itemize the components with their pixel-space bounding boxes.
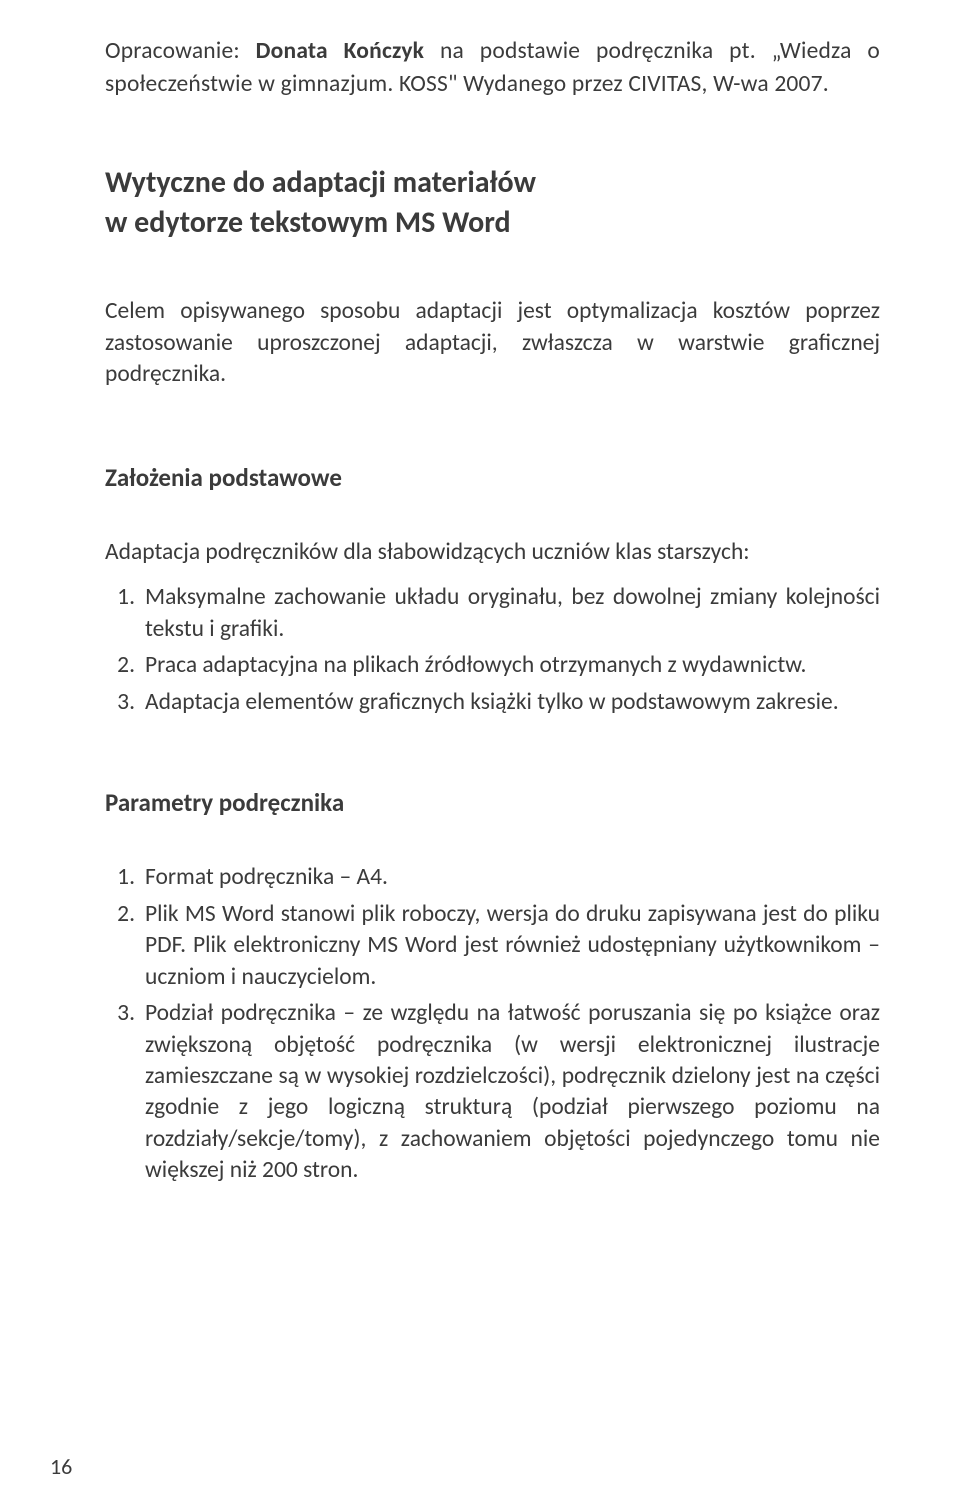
section-heading-parametry: Parametry podręcznika [105,786,880,820]
title-line-2: w edytorze tekstowym MS Word [105,204,511,241]
section1-list: Maksymalne zachowanie układu oryginału, … [105,582,880,718]
opracowanie-credit: Opracowanie: Donata Kończyk na podstawie… [105,35,880,101]
document-title: Wytyczne do adaptacji materiałów w edyto… [105,163,880,244]
section2-list: Format podręcznika – A4. Plik MS Word st… [105,862,880,1187]
list-item: Maksymalne zachowanie układu oryginału, … [105,582,880,645]
title-line-1: Wytyczne do adaptacji materiałów [105,164,536,201]
credit-prefix: Opracowanie: [105,37,256,65]
list-item: Podział podręcznika – ze względu na łatw… [105,998,880,1187]
list-item: Plik MS Word stanowi plik roboczy, wersj… [105,899,880,993]
section1-lead: Adaptacja podręczników dla słabowidzącyc… [105,537,880,569]
list-item: Format podręcznika – A4. [105,862,880,893]
page-number: 16 [50,1452,72,1482]
credit-author: Donata Kończyk [256,37,425,65]
intro-paragraph: Celem opisywanego sposobu adaptacji jest… [105,296,880,391]
section-heading-zalozenia: Założenia podstawowe [105,461,880,495]
list-item: Adaptacja elementów graficznych książki … [105,687,880,718]
list-item: Praca adaptacyjna na plikach źródłowych … [105,650,880,681]
